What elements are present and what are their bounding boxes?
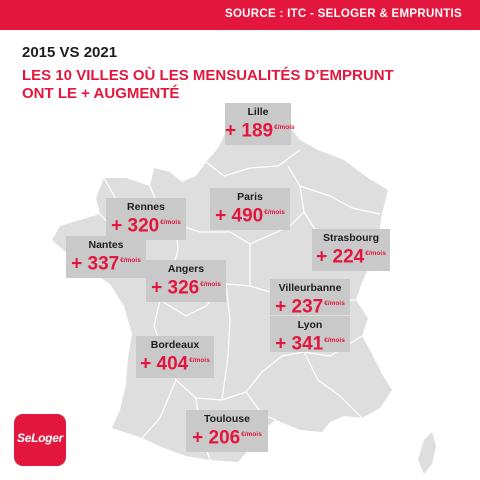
city-label-angers: Angers + 326€/mois — [146, 260, 226, 302]
top-banner: SOURCE : ITC - SELOGER & EMPRUNTIS — [0, 0, 480, 30]
city-value: + 404€/mois — [140, 353, 210, 375]
city-value: + 206€/mois — [192, 427, 262, 449]
city-label-nantes: Nantes + 337€/mois — [66, 236, 146, 278]
city-label-lyon: Lyon + 341€/mois — [270, 316, 350, 355]
city-value: + 189€/mois — [225, 120, 295, 142]
city-value: + 237€/mois — [275, 296, 345, 318]
city-value: + 320€/mois — [111, 215, 181, 237]
subtitle-line-2: ONT LE + AUGMENTÉ — [22, 85, 180, 102]
city-label-lille: Lille + 189€/mois — [225, 103, 295, 145]
city-label-villeurbanne: Villeurbanne + 237€/mois — [270, 279, 350, 318]
city-value: + 326€/mois — [151, 277, 221, 299]
city-label-strasbourg: Strasbourg + 224€/mois — [312, 229, 390, 271]
city-name: Lyon — [297, 319, 323, 331]
city-name: Paris — [237, 191, 263, 203]
subtitle-line-1: LES 10 VILLES OÙ LES MENSUALITÉS D’EMPRU… — [22, 67, 394, 84]
city-name: Toulouse — [204, 413, 250, 425]
city-name: Villeurbanne — [278, 282, 342, 294]
city-name: Lille — [247, 106, 269, 118]
subtitle: LES 10 VILLES OÙ LES MENSUALITÉS D’EMPRU… — [22, 67, 442, 103]
seloger-logo-text: SeLoger — [17, 431, 63, 445]
city-name: Bordeaux — [150, 339, 200, 351]
city-label-rennes: Rennes + 320€/mois — [106, 198, 186, 240]
source-label: SOURCE : ITC - SELOGER & EMPRUNTIS — [224, 8, 462, 20]
city-value: + 224€/mois — [316, 246, 386, 268]
city-value: + 490€/mois — [215, 205, 285, 227]
city-name: Rennes — [127, 201, 165, 213]
corsica-shape — [418, 432, 436, 474]
city-value: + 341€/mois — [275, 333, 345, 355]
seloger-logo: SeLoger — [14, 414, 66, 466]
city-name: Angers — [167, 263, 205, 275]
city-name: Strasbourg — [322, 232, 379, 244]
city-label-toulouse: Toulouse + 206€/mois — [186, 410, 268, 452]
heading: 2015 VS 2021 — [22, 44, 118, 61]
city-label-paris: Paris + 490€/mois — [210, 188, 290, 230]
city-name: Nantes — [88, 239, 124, 251]
city-label-bordeaux: Bordeaux + 404€/mois — [136, 336, 214, 378]
city-value: + 337€/mois — [71, 253, 141, 275]
